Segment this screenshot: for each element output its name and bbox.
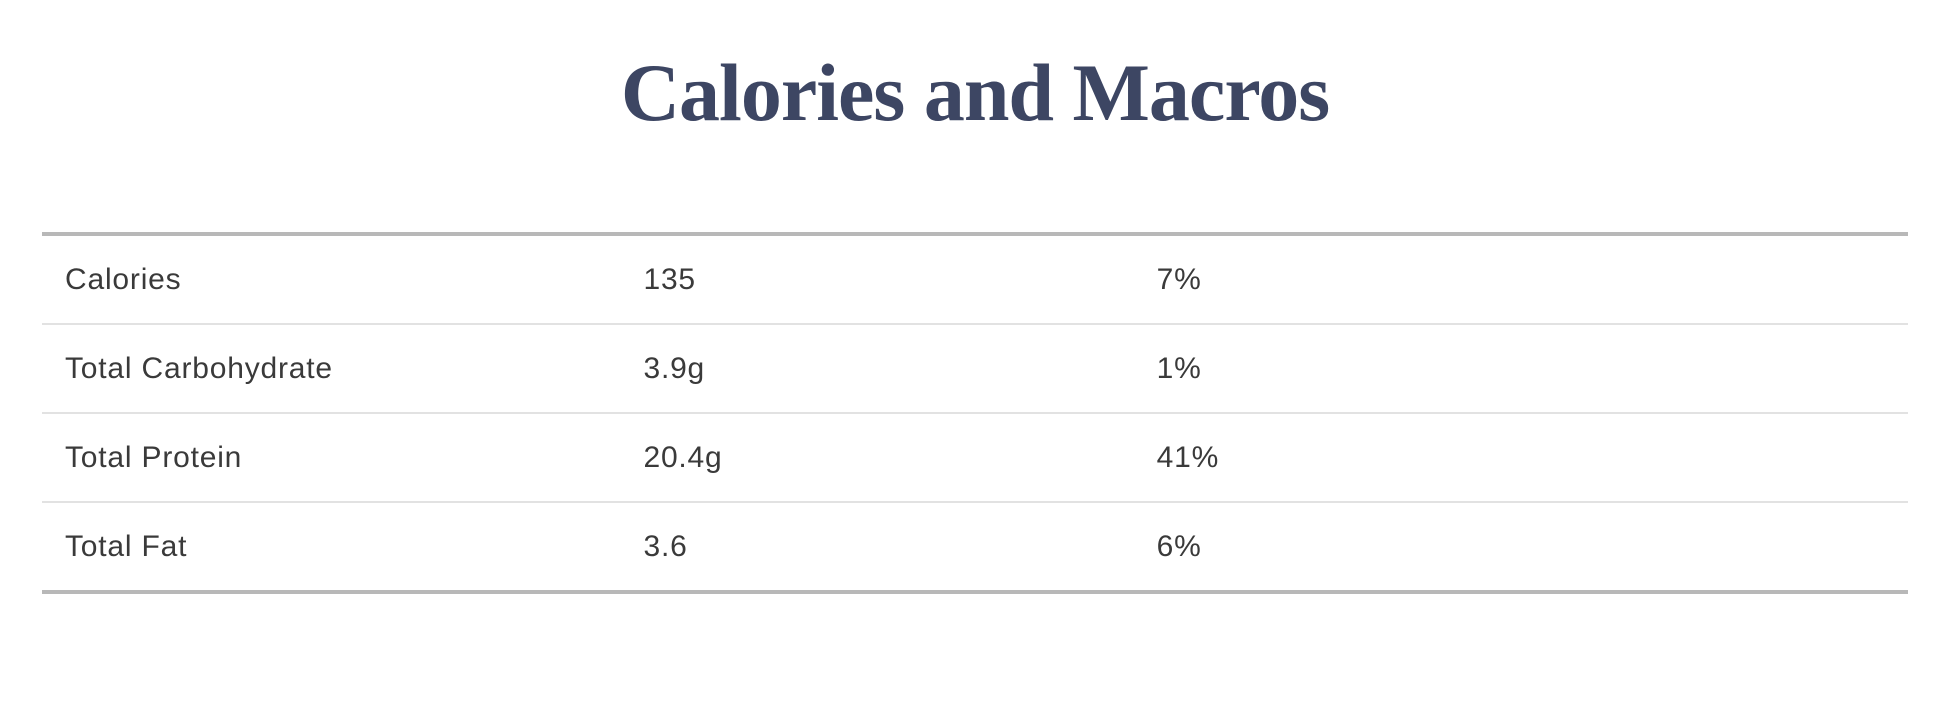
- nutrient-label: Calories: [65, 262, 182, 296]
- table-row: Total Carbohydrate 3.9g 1%: [42, 324, 1908, 414]
- nutrient-label: Total Protein: [65, 440, 243, 474]
- nutrient-amount: 3.9g: [643, 351, 706, 385]
- table-row: Calories 135 7%: [42, 234, 1908, 325]
- nutrient-label: Total Fat: [65, 529, 188, 563]
- nutrient-amount: 3.6: [643, 529, 688, 563]
- macros-table: Calories 135 7% Total Carbohydrate 3.9g …: [42, 232, 1908, 595]
- macros-table-container: Calories 135 7% Total Carbohydrate 3.9g …: [42, 232, 1908, 595]
- nutrient-daily-percent: 1%: [1156, 351, 1202, 385]
- nutrient-daily-percent: 6%: [1156, 529, 1202, 563]
- nutrient-amount: 20.4g: [643, 440, 723, 474]
- nutrient-daily-percent: 41%: [1156, 440, 1220, 474]
- nutrient-daily-percent: 7%: [1156, 262, 1202, 296]
- table-row: Total Protein 20.4g 41%: [42, 413, 1908, 503]
- calories-macros-section: Calories and Macros Calories 135 7% Tota…: [0, 46, 1950, 708]
- nutrient-label: Total Carbohydrate: [65, 351, 333, 385]
- nutrient-amount: 135: [643, 262, 696, 296]
- table-row: Total Fat 3.6 6%: [42, 502, 1908, 592]
- page-title: Calories and Macros: [620, 47, 1330, 138]
